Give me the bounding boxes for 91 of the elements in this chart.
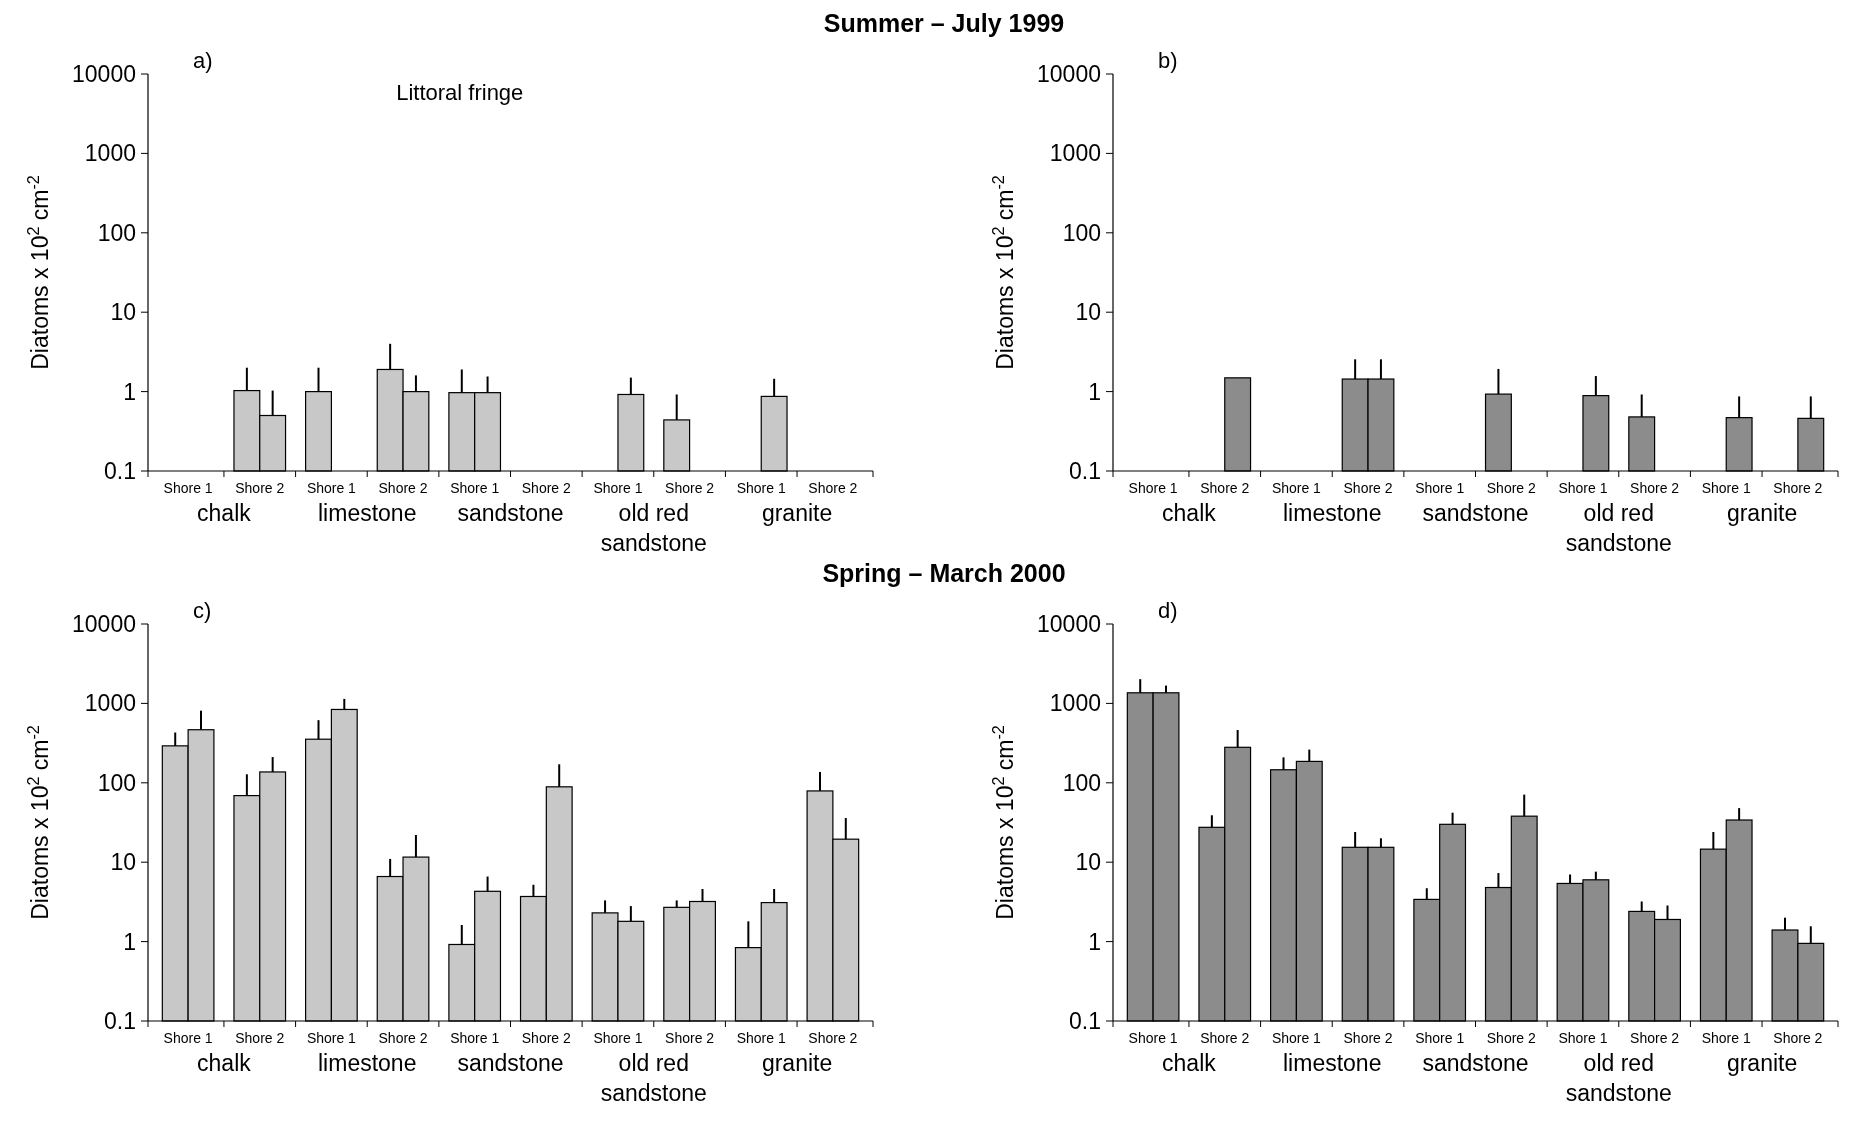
x-tick-label: Shore 2 xyxy=(1200,1030,1250,1046)
x-tick-label: Shore 2 xyxy=(808,1030,858,1046)
x-tick-label: Shore 2 xyxy=(1486,1030,1537,1046)
x-tick-label: Shore 2 xyxy=(235,1030,285,1046)
x-tick-label: Shore 1 xyxy=(593,480,643,496)
text: sandstone xyxy=(457,1050,564,1076)
x-tick-label: Shore 1 xyxy=(1701,480,1751,496)
y-tick-label: 100 xyxy=(1062,769,1101,796)
x-tick-label: Shore 2 xyxy=(1773,1030,1823,1046)
x-tick-label: Shore 1 xyxy=(593,1030,643,1046)
annotation: Littoral fringe xyxy=(396,80,524,105)
x-tick-label: Shore 1 xyxy=(306,480,357,496)
text: sandstone xyxy=(1422,500,1529,526)
x-tick-label: Shore 1 xyxy=(1558,1030,1608,1046)
x-tick-label: Shore 2 xyxy=(1343,480,1393,496)
x-tick-label: Shore 2 xyxy=(665,1030,715,1046)
text: limestone xyxy=(318,1050,417,1076)
x-tick-label: Shore 2 xyxy=(1773,480,1823,496)
x-tick-label: Shore 2 xyxy=(1630,1030,1680,1046)
x-tick-label: Shore 2 xyxy=(378,1030,428,1046)
text: sandstone xyxy=(457,500,564,526)
text: Summer – July 1999 xyxy=(823,9,1065,37)
y-tick-label: 1000 xyxy=(1049,140,1101,167)
text: old red sandstone xyxy=(600,1050,707,1106)
text: a) xyxy=(193,48,213,73)
x-tick-label: Shore 2 xyxy=(1486,480,1537,496)
text: Spring – March 2000 xyxy=(822,559,1066,587)
x-tick-label: Shore 1 xyxy=(163,480,213,496)
y-tick-label: 100 xyxy=(1062,219,1101,246)
x-tick-label: Shore 1 xyxy=(450,480,500,496)
text: limestone xyxy=(1283,1050,1382,1076)
x-tick-label: Shore 1 xyxy=(1128,480,1178,496)
text: sandstone xyxy=(1422,1050,1529,1076)
y-tick-label: 10000 xyxy=(72,611,136,638)
y-tick-label: 0.1 xyxy=(104,458,136,485)
y-tick-label: 10000 xyxy=(72,61,136,88)
x-tick-label: Shore 1 xyxy=(1271,480,1322,496)
x-tick-label: Shore 2 xyxy=(235,480,285,496)
text: b) xyxy=(1158,48,1178,73)
x-tick-label: Shore 1 xyxy=(450,1030,500,1046)
x-tick-label: Shore 2 xyxy=(808,480,858,496)
x-tick-label: Shore 1 xyxy=(1701,1030,1751,1046)
y-tick-label: 10 xyxy=(1075,299,1101,326)
x-tick-label: Shore 1 xyxy=(1558,480,1608,496)
y-tick-label: 0.1 xyxy=(1069,458,1101,485)
y-tick-label: 1000 xyxy=(84,140,136,167)
x-tick-label: Shore 2 xyxy=(378,480,428,496)
text: chalk xyxy=(1162,1050,1217,1076)
y-tick-label: 1 xyxy=(123,928,136,955)
y-tick-label: 10 xyxy=(1075,849,1101,876)
y-tick-label: 10 xyxy=(110,849,136,876)
text: chalk xyxy=(1162,500,1217,526)
text: d) xyxy=(1158,598,1178,623)
x-tick-label: Shore 1 xyxy=(1128,1030,1178,1046)
y-tick-label: 1000 xyxy=(1049,690,1101,717)
text: old red sandstone xyxy=(1565,1050,1672,1106)
text: old red sandstone xyxy=(1565,500,1672,556)
y-tick-label: 0.1 xyxy=(1069,1008,1101,1035)
text: granite xyxy=(1726,500,1798,526)
y-tick-label: 1 xyxy=(1088,928,1101,955)
x-tick-label: Shore 1 xyxy=(306,1030,357,1046)
text: granite xyxy=(1726,1050,1798,1076)
x-tick-label: Shore 2 xyxy=(1630,480,1680,496)
y-tick-label: 100 xyxy=(97,769,136,796)
x-tick-label: Shore 2 xyxy=(1200,480,1250,496)
x-tick-label: Shore 1 xyxy=(736,480,786,496)
x-tick-label: Shore 2 xyxy=(521,1030,572,1046)
y-tick-label: 10 xyxy=(110,299,136,326)
y-tick-label: 1000 xyxy=(84,690,136,717)
text: old red sandstone xyxy=(600,500,707,556)
y-tick-label: 1 xyxy=(1088,378,1101,405)
y-tick-label: 10000 xyxy=(1037,61,1101,88)
x-tick-label: Shore 2 xyxy=(1343,1030,1393,1046)
text: granite xyxy=(761,500,833,526)
x-tick-label: Shore 1 xyxy=(1271,1030,1322,1046)
text: limestone xyxy=(318,500,417,526)
text: granite xyxy=(761,1050,833,1076)
x-tick-label: Shore 2 xyxy=(665,480,715,496)
y-tick-label: 10000 xyxy=(1037,611,1101,638)
y-tick-label: 0.1 xyxy=(104,1008,136,1035)
text: chalk xyxy=(197,500,252,526)
y-tick-label: 100 xyxy=(97,219,136,246)
x-tick-label: Shore 1 xyxy=(1415,1030,1465,1046)
y-tick-label: 1 xyxy=(123,378,136,405)
text: limestone xyxy=(1283,500,1382,526)
x-tick-label: Shore 1 xyxy=(163,1030,213,1046)
x-tick-label: Shore 1 xyxy=(1415,480,1465,496)
text: c) xyxy=(193,598,212,623)
x-tick-label: Shore 2 xyxy=(521,480,572,496)
x-tick-label: Shore 1 xyxy=(736,1030,786,1046)
text: chalk xyxy=(197,1050,252,1076)
